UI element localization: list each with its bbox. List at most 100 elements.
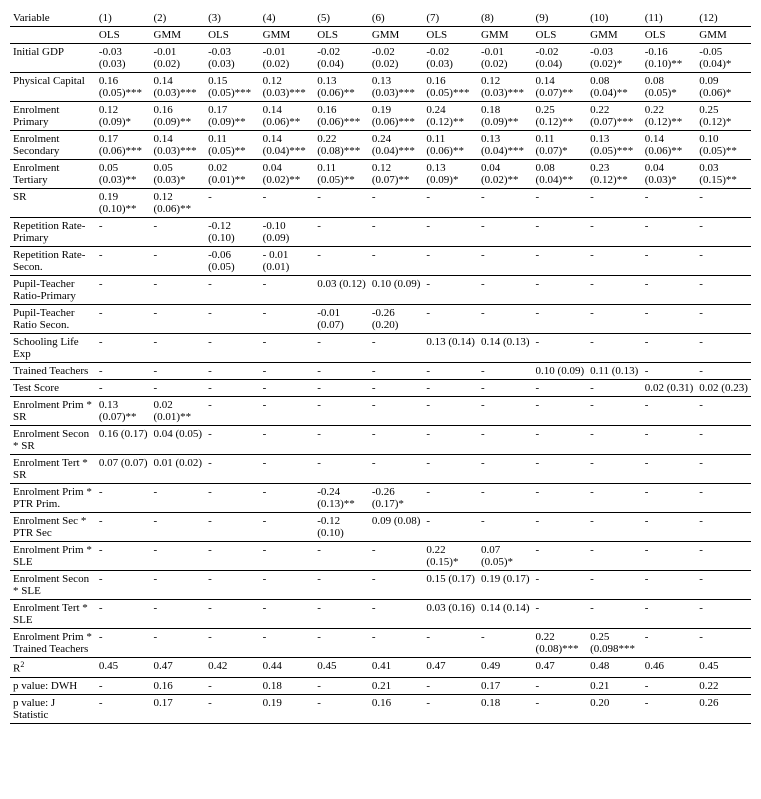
header-col-7: (7) [423, 10, 478, 27]
cell: - [587, 189, 642, 218]
cell: 0.07 (0.07) [96, 455, 151, 484]
cell: 0.17 [478, 677, 533, 694]
cell: - [369, 600, 424, 629]
cell: 0.12 (0.07)** [369, 160, 424, 189]
cell: - [369, 571, 424, 600]
cell: - [369, 426, 424, 455]
cell: - [205, 629, 260, 658]
cell: - [260, 629, 315, 658]
cell: 0.13 (0.05)*** [587, 131, 642, 160]
cell: - [533, 455, 588, 484]
cell: - [587, 397, 642, 426]
cell: -0.03 (0.02)* [587, 44, 642, 73]
cell: 0.03 (0.16) [423, 600, 478, 629]
cell: - [314, 542, 369, 571]
cell: 0.04 (0.02)** [260, 160, 315, 189]
cell: - [696, 334, 751, 363]
cell: 0.14 (0.14) [478, 600, 533, 629]
cell: - [369, 218, 424, 247]
cell: 0.45 [96, 658, 151, 678]
cell: 0.12 (0.03)*** [260, 73, 315, 102]
cell: - [260, 600, 315, 629]
cell: - [369, 380, 424, 397]
cell: - [587, 484, 642, 513]
cell: - [96, 677, 151, 694]
header-col-5: (5) [314, 10, 369, 27]
cell: - [151, 305, 206, 334]
cell: 0.03 (0.12) [314, 276, 369, 305]
cell: - [478, 397, 533, 426]
cell: - [151, 571, 206, 600]
cell: 0.05 (0.03)** [96, 160, 151, 189]
cell: - [314, 334, 369, 363]
cell: - [205, 334, 260, 363]
cell: - [205, 380, 260, 397]
cell: 0.47 [533, 658, 588, 678]
cell: - [642, 571, 697, 600]
cell: - [696, 189, 751, 218]
header-col-11: (11) [642, 10, 697, 27]
cell: 0.12 (0.09)* [96, 102, 151, 131]
cell: 0.10 (0.05)** [696, 131, 751, 160]
cell: - [642, 305, 697, 334]
cell: - [423, 247, 478, 276]
cell: - [642, 363, 697, 380]
cell: - [96, 334, 151, 363]
row-label: Enrolment Tertiary [10, 160, 96, 189]
subheader-col-6: GMM [369, 27, 424, 44]
subheader-col-1: OLS [96, 27, 151, 44]
cell: 0.08 (0.05)* [642, 73, 697, 102]
cell: - [205, 276, 260, 305]
cell: 0.18 [260, 677, 315, 694]
cell: 0.09 (0.06)* [696, 73, 751, 102]
cell: - [696, 455, 751, 484]
cell: - [587, 276, 642, 305]
cell: - [478, 247, 533, 276]
cell: - [369, 334, 424, 363]
cell: - [423, 218, 478, 247]
cell: - [151, 600, 206, 629]
row-label: R2 [10, 658, 96, 678]
cell: - [478, 305, 533, 334]
cell: -0.01 (0.02) [151, 44, 206, 73]
cell: 0.47 [423, 658, 478, 678]
cell: 0.11 (0.07)* [533, 131, 588, 160]
cell: -0.16 (0.10)** [642, 44, 697, 73]
cell: - [260, 305, 315, 334]
cell: - [205, 571, 260, 600]
cell: - [205, 484, 260, 513]
cell: - [587, 334, 642, 363]
cell: - [260, 571, 315, 600]
cell: - [423, 305, 478, 334]
cell: - [478, 484, 533, 513]
cell: - [642, 189, 697, 218]
cell: - [260, 276, 315, 305]
cell: - [696, 542, 751, 571]
cell: - [587, 600, 642, 629]
cell: -0.24 (0.13)** [314, 484, 369, 513]
cell: 0.14 (0.07)** [533, 73, 588, 102]
cell: - [642, 455, 697, 484]
cell: 0.15 (0.05)*** [205, 73, 260, 102]
cell: 0.19 [260, 694, 315, 723]
cell: - [96, 694, 151, 723]
cell: - [423, 380, 478, 397]
cell: - [151, 218, 206, 247]
cell: - [423, 189, 478, 218]
cell: - [369, 542, 424, 571]
cell: - [642, 629, 697, 658]
row-label: Enrolment Secondary [10, 131, 96, 160]
cell: - [533, 677, 588, 694]
header-col-1: (1) [96, 10, 151, 27]
cell: 0.16 (0.06)*** [314, 102, 369, 131]
cell: - [423, 455, 478, 484]
cell: 0.49 [478, 658, 533, 678]
cell: 0.41 [369, 658, 424, 678]
subheader-col-8: GMM [478, 27, 533, 44]
cell: 0.11 (0.05)** [205, 131, 260, 160]
cell: - [260, 363, 315, 380]
cell: - [533, 334, 588, 363]
cell: - [151, 334, 206, 363]
cell: - [642, 542, 697, 571]
cell: 0.16 (0.05)*** [423, 73, 478, 102]
